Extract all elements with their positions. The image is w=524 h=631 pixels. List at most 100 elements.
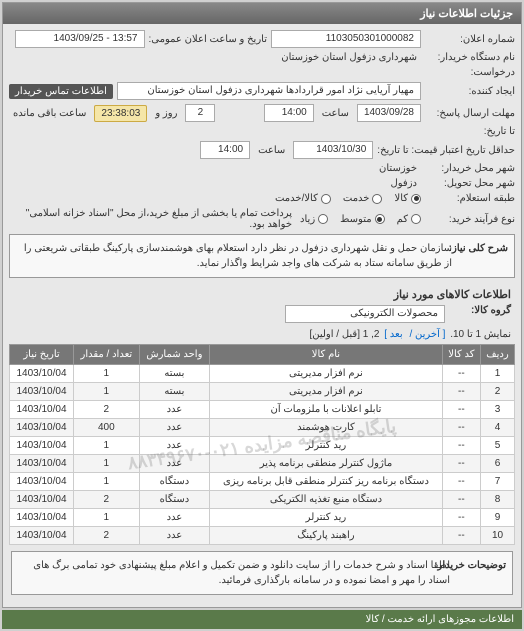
table-row[interactable]: 6--ماژول کنترلر منطقی برنامه پذیرعدد1140… bbox=[10, 455, 515, 473]
table-cell: نرم افزار مدیریتی bbox=[210, 365, 443, 383]
request-label: درخواست: bbox=[425, 67, 515, 78]
radio-dot-icon bbox=[321, 194, 331, 204]
table-cell: -- bbox=[442, 527, 480, 545]
pager-next-link[interactable]: بعد ] bbox=[384, 329, 402, 340]
remain-time: 23:38:03 bbox=[94, 105, 147, 122]
goods-group-value: محصولات الکترونیکی bbox=[285, 305, 445, 323]
table-header-row: ردیفکد کالانام کالاواحد شمارشتعداد / مقد… bbox=[10, 345, 515, 365]
row-deadline: مهلت ارسال پاسخ: 1403/09/28 ساعت 14:00 2… bbox=[9, 104, 515, 122]
radio-both[interactable]: کالا/خدمت bbox=[275, 193, 331, 204]
table-cell: 4 bbox=[481, 419, 515, 437]
notice-no-value: 1103050301000082 bbox=[271, 30, 421, 48]
radio-dot-icon bbox=[372, 194, 382, 204]
table-header-cell: نام کالا bbox=[210, 345, 443, 365]
time-label-2: ساعت bbox=[254, 145, 289, 156]
pager-suffix: [قبل / اولین] bbox=[309, 329, 360, 340]
table-cell: -- bbox=[442, 401, 480, 419]
row-deadline-to: تا تاریخ: bbox=[9, 126, 515, 137]
goods-group-label: گروه کالا: bbox=[451, 305, 511, 323]
radio-low[interactable]: کم bbox=[397, 214, 421, 225]
row-request: درخواست: bbox=[9, 67, 515, 78]
table-cell: -- bbox=[442, 491, 480, 509]
table-cell: -- bbox=[442, 473, 480, 491]
table-cell: 1403/10/04 bbox=[10, 455, 74, 473]
radio-dot-icon bbox=[411, 214, 421, 224]
table-cell: 1 bbox=[73, 473, 139, 491]
pub-date-value: 13:57 - 1403/09/25 bbox=[15, 30, 145, 48]
buyer-org-value: شهرداری دزفول استان خوزستان bbox=[277, 52, 421, 63]
row-buyer-city: شهر محل خریدار: خوزستان bbox=[9, 163, 515, 174]
table-cell: 1403/10/04 bbox=[10, 491, 74, 509]
table-row[interactable]: 5--رید کنترلرعدد11403/10/04 bbox=[10, 437, 515, 455]
table-wrap: پایگاه مناقصه مزایده ۰۲۱-۸۸۳۴۹۶۷۰ ردیفکد… bbox=[9, 344, 515, 545]
table-cell: 2 bbox=[73, 401, 139, 419]
row-delivery-city: شهر محل تحویل: دزفول bbox=[9, 178, 515, 189]
table-cell: 10 bbox=[481, 527, 515, 545]
buyer-city-label: شهر محل خریدار: bbox=[425, 163, 515, 174]
table-cell: عدد bbox=[139, 509, 209, 527]
radio-service[interactable]: خدمت bbox=[343, 193, 383, 204]
table-cell: 1403/10/04 bbox=[10, 401, 74, 419]
table-cell: 1 bbox=[73, 365, 139, 383]
description-text: سازمان حمل و نقل شهرداری دزفول در نظر دا… bbox=[16, 241, 452, 271]
radio-dot-icon bbox=[411, 194, 421, 204]
table-row[interactable]: 8--دستگاه منبع تغذیه الکتریکیدستگاه21403… bbox=[10, 491, 515, 509]
radio-dot-icon bbox=[375, 214, 385, 224]
radio-dot-icon bbox=[318, 214, 328, 224]
payment-note: پرداخت تمام یا بخشی از مبلغ خرید،از محل … bbox=[9, 208, 296, 230]
radio-high-label: زیاد bbox=[300, 214, 315, 225]
radio-service-label: خدمت bbox=[343, 193, 370, 204]
table-cell: -- bbox=[442, 383, 480, 401]
radio-goods[interactable]: کالا bbox=[394, 193, 421, 204]
table-cell: 1 bbox=[73, 509, 139, 527]
table-header-cell: کد کالا bbox=[442, 345, 480, 365]
table-cell: 5 bbox=[481, 437, 515, 455]
table-cell: دستگاه برنامه ریز کنترلر منطقی قابل برنا… bbox=[210, 473, 443, 491]
deadline-time: 14:00 bbox=[264, 104, 314, 122]
table-row[interactable]: 4--کارت هوشمندعدد4001403/10/04 bbox=[10, 419, 515, 437]
panel-title: جزئیات اطلاعات نیاز bbox=[420, 8, 513, 20]
goods-table: ردیفکد کالانام کالاواحد شمارشتعداد / مقد… bbox=[9, 344, 515, 545]
pager-prefix: نمایش 1 تا 10. bbox=[450, 329, 511, 340]
table-body: 1--نرم افزار مدیریتیبسته11403/10/042--نر… bbox=[10, 365, 515, 545]
table-row[interactable]: 7--دستگاه برنامه ریز کنترلر منطقی قابل ب… bbox=[10, 473, 515, 491]
table-cell: 1 bbox=[73, 437, 139, 455]
footer-text: اطلاعات مجوزهای ارائه خدمت / کالا bbox=[366, 614, 514, 625]
row-process-type: نوع فرآیند خرید: کم متوسط زیاد پرداخت تم… bbox=[9, 208, 515, 230]
deadline-to-label: تا تاریخ: bbox=[425, 126, 515, 137]
price-valid-label: حداقل تاریخ اعتبار قیمت: تا تاریخ: bbox=[377, 145, 515, 156]
row-notice-no: شماره اعلان: 1103050301000082 تاریخ و سا… bbox=[9, 30, 515, 48]
table-cell: 400 bbox=[73, 419, 139, 437]
table-row[interactable]: 9--رید کنترلرعدد11403/10/04 bbox=[10, 509, 515, 527]
table-row[interactable]: 10--راهبند پارکینگعدد21403/10/04 bbox=[10, 527, 515, 545]
table-cell: 1403/10/04 bbox=[10, 473, 74, 491]
table-cell: عدد bbox=[139, 455, 209, 473]
table-cell: تابلو اعلانات با ملزومات آن bbox=[210, 401, 443, 419]
table-cell: 1 bbox=[73, 455, 139, 473]
row-buyer-org: نام دستگاه خریدار: شهرداری دزفول استان خ… bbox=[9, 52, 515, 63]
radio-mid[interactable]: متوسط bbox=[340, 214, 384, 225]
table-cell: عدد bbox=[139, 419, 209, 437]
table-cell: 6 bbox=[481, 455, 515, 473]
table-cell: رید کنترلر bbox=[210, 437, 443, 455]
radio-high[interactable]: زیاد bbox=[300, 214, 328, 225]
price-valid-date: 1403/10/30 bbox=[293, 141, 373, 159]
attach-type-label: طبقه استعلام: bbox=[425, 193, 515, 204]
table-cell: -- bbox=[442, 455, 480, 473]
process-radio-group: کم متوسط زیاد bbox=[300, 214, 421, 225]
table-cell: دستگاه bbox=[139, 491, 209, 509]
remain-days: 2 bbox=[185, 104, 215, 122]
table-cell: -- bbox=[442, 437, 480, 455]
pager-prev-link[interactable]: [ آخرین / bbox=[409, 329, 445, 340]
table-row[interactable]: 3--تابلو اعلانات با ملزومات آنعدد21403/1… bbox=[10, 401, 515, 419]
buyer-city-value: خوزستان bbox=[375, 163, 421, 174]
table-row[interactable]: 1--نرم افزار مدیریتیبسته11403/10/04 bbox=[10, 365, 515, 383]
radio-low-label: کم bbox=[397, 214, 408, 225]
footer-strip: اطلاعات مجوزهای ارائه خدمت / کالا bbox=[2, 610, 522, 629]
table-cell: نرم افزار مدیریتی bbox=[210, 383, 443, 401]
radio-goods-label: کالا bbox=[394, 193, 408, 204]
contact-button[interactable]: اطلاعات تماس خریدار bbox=[9, 84, 113, 99]
table-header-cell: تاریخ نیاز bbox=[10, 345, 74, 365]
table-row[interactable]: 2--نرم افزار مدیریتیبسته11403/10/04 bbox=[10, 383, 515, 401]
description-box: شرح کلی نیاز: سازمان حمل و نقل شهرداری د… bbox=[9, 234, 515, 278]
